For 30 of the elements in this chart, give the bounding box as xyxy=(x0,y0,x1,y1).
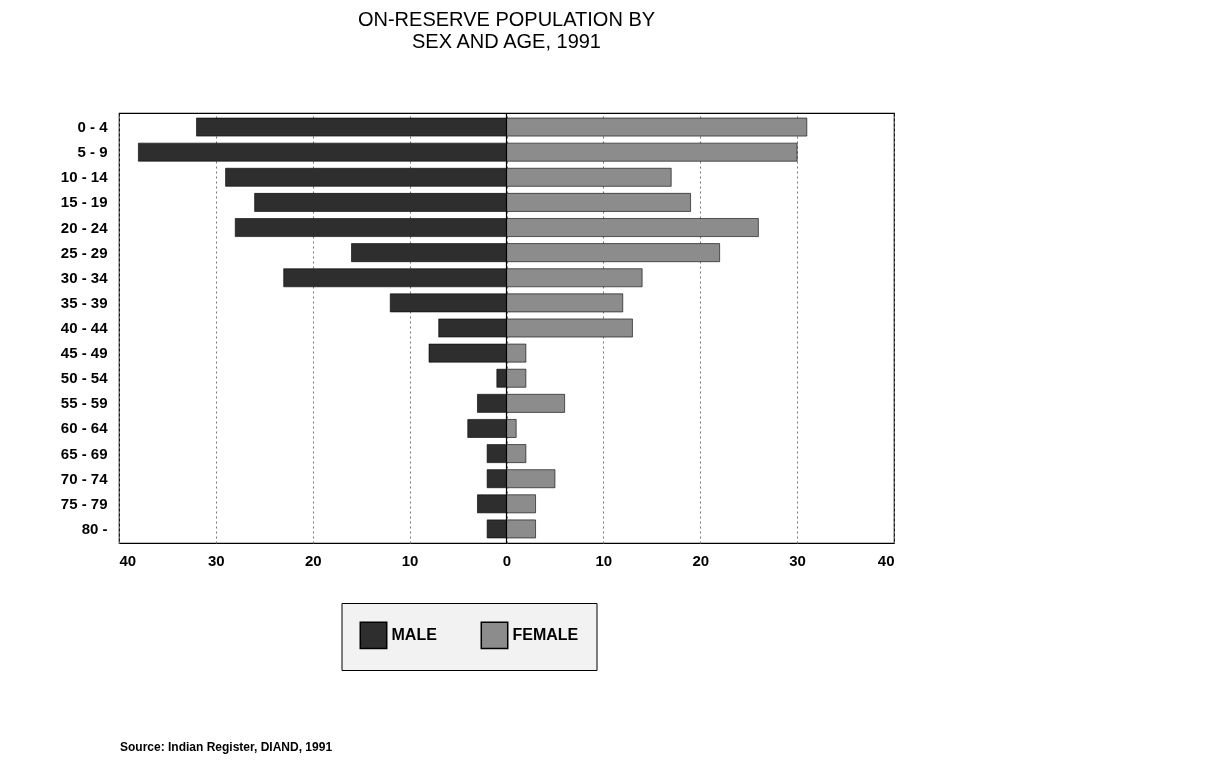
y-tick-label: 65 - 69 xyxy=(60,444,108,462)
y-tick-label: 25 - 29 xyxy=(60,243,108,261)
y-tick-label: 35 - 39 xyxy=(60,293,108,311)
y-tick-label: 60 - 64 xyxy=(60,419,109,437)
y-tick-label: 30 - 34 xyxy=(60,268,109,286)
x-tick-label: 20 xyxy=(304,551,322,569)
source-note: Source: Indian Register, DIAND, 1991 xyxy=(120,740,333,754)
y-tick-label: 70 - 74 xyxy=(60,469,109,487)
chart-title: ON-RESERVE POPULATION BY SEX AND AGE, 1991 xyxy=(357,8,656,53)
x-tick-label: 10 xyxy=(401,551,419,569)
y-tick-label: 45 - 49 xyxy=(60,344,108,362)
y-tick-label: 15 - 19 xyxy=(60,193,108,211)
x-tick-label: 30 xyxy=(208,551,225,569)
x-tick-label: 40 xyxy=(119,551,137,569)
x-tick-label: 40 xyxy=(877,551,895,569)
y-tick-label: 20 - 24 xyxy=(60,218,109,236)
y-tick-label: 10 - 14 xyxy=(60,168,109,186)
y-tick-label: 0 - 4 xyxy=(77,118,109,136)
y-tick-label: 55 - 59 xyxy=(60,394,108,412)
y-tick-label: 75 - 79 xyxy=(60,494,108,512)
x-tick-label: 0 xyxy=(502,551,512,569)
legend-label: MALE xyxy=(391,626,438,644)
y-tick-label: 80 - xyxy=(81,519,108,537)
legend-label: FEMALE xyxy=(512,626,579,644)
y-tick-label: 40 - 44 xyxy=(60,319,109,336)
x-tick-label: 10 xyxy=(595,551,613,569)
x-tick-label: 30 xyxy=(789,551,806,569)
x-tick-label: 20 xyxy=(692,551,710,569)
y-tick-label: 50 - 54 xyxy=(60,369,109,387)
y-tick-label: 5 - 9 xyxy=(77,143,108,161)
